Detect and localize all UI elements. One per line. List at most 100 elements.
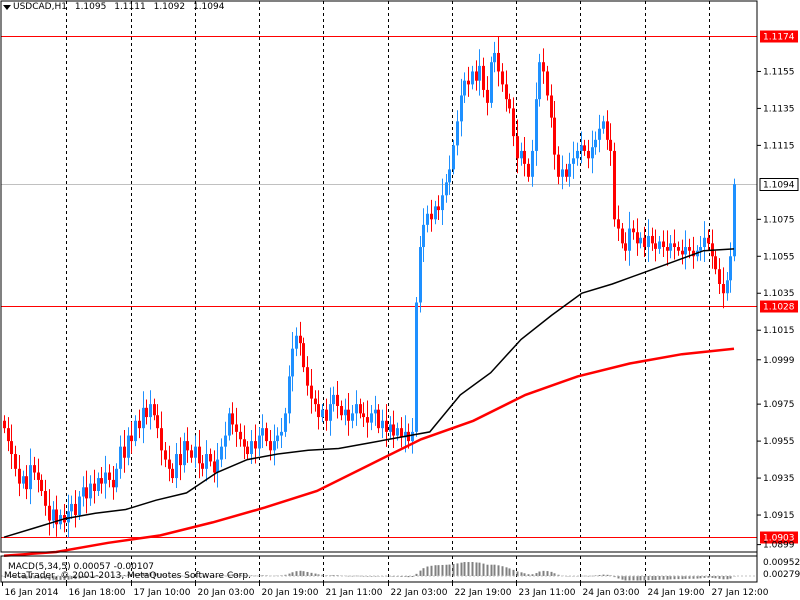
candle-bear: [10, 441, 13, 455]
macd-bar: [448, 564, 451, 576]
level-label-bg: [760, 531, 798, 544]
macd-bar: [314, 573, 317, 576]
macd-bar: [535, 573, 538, 576]
macd-bar: [531, 574, 534, 576]
candle-bull: [351, 413, 354, 421]
candle-bull: [115, 468, 118, 488]
macd-bar: [48, 576, 51, 580]
candle-bear: [85, 487, 88, 499]
candle-bull: [321, 409, 324, 418]
macd-bar: [190, 575, 193, 577]
candle-bull: [411, 431, 414, 442]
macd-bar: [523, 573, 526, 576]
candle-bear: [243, 439, 246, 447]
macd-bar: [7, 576, 10, 577]
macd-bar: [302, 571, 305, 576]
candle-bull: [703, 237, 706, 248]
candle-bull: [149, 404, 152, 418]
candle-bear: [617, 219, 620, 229]
level-label: 1.1028: [763, 303, 795, 313]
candle-bear: [722, 284, 725, 294]
candle-bull: [104, 472, 107, 484]
candle-bear: [430, 213, 433, 220]
price-tick-label: 1.0899: [763, 541, 795, 551]
macd-bar: [22, 576, 25, 579]
candle-bear: [677, 247, 680, 251]
copyright-text: MetaTrader, © 2001-2013, MetaQuotes Soft…: [4, 571, 251, 581]
candle-bull: [389, 424, 392, 432]
macd-bar: [183, 575, 186, 577]
candle-bull: [295, 335, 298, 349]
candle-bull: [127, 435, 130, 458]
candle-bear: [624, 243, 627, 251]
candle-bull: [531, 150, 534, 177]
candle-bear: [557, 154, 560, 177]
macd-bar: [643, 576, 646, 581]
candle-bear: [235, 424, 238, 432]
candle-bull: [471, 71, 474, 85]
macd-bar: [186, 575, 189, 577]
candle-bear: [553, 117, 556, 155]
macd-bar: [246, 575, 249, 577]
candle-bear: [692, 250, 695, 257]
candle-bull: [288, 376, 291, 414]
horizontal-lines[interactable]: 1.1174 1.1028 1.0903 1.1094: [1, 30, 799, 544]
candle-bear: [501, 71, 504, 85]
macd-bar: [419, 570, 422, 576]
candle-bull: [70, 503, 73, 512]
candle-bull: [452, 145, 455, 170]
candle-bear: [651, 235, 654, 244]
candle-bear: [714, 256, 717, 270]
candle-bull: [456, 121, 459, 146]
candle-bear: [505, 84, 508, 100]
candle-bear: [37, 472, 40, 480]
candle-bull: [422, 224, 425, 248]
candle-bull: [134, 420, 137, 442]
macd-bar: [231, 574, 234, 576]
macd-bar: [239, 574, 242, 576]
candle-bear: [7, 428, 10, 442]
macd-bar: [707, 576, 710, 578]
candle-bull: [441, 195, 444, 211]
candle-bear: [190, 450, 193, 458]
candle-bull: [658, 241, 661, 249]
close-price: 1.1094: [192, 2, 225, 12]
ma-slow-line: [3, 347, 735, 557]
macd-bar: [78, 576, 81, 579]
candle-bear: [130, 435, 133, 442]
candle-bear: [486, 89, 489, 103]
candle-bear: [362, 413, 365, 418]
macd-title: MACD(5,34,5) 0.00057 -0.00107: [8, 562, 155, 572]
candle-bear: [609, 139, 612, 151]
macd-bar: [175, 576, 178, 577]
candle-bull: [520, 150, 523, 159]
macd-bar: [85, 576, 88, 578]
candle-bull: [52, 509, 55, 521]
macd-bar: [654, 576, 657, 581]
candle-bull: [280, 431, 283, 436]
candle-bull: [463, 80, 466, 96]
macd-bar: [138, 573, 141, 576]
candle-bear: [475, 71, 478, 81]
candle-bear: [265, 428, 268, 442]
macd-bar: [718, 576, 721, 579]
macd-bar: [452, 564, 455, 576]
candle-bear: [718, 269, 721, 284]
macd-bar: [490, 564, 493, 576]
candle-bear: [14, 454, 17, 469]
candle-bear: [688, 247, 691, 251]
candle-bear: [366, 417, 369, 423]
macd-bar: [25, 576, 28, 579]
symbol-menu-arrow-icon[interactable]: [3, 5, 11, 10]
candle-bear: [314, 398, 317, 405]
macd-bar: [677, 576, 680, 580]
candle-bear: [145, 407, 148, 418]
macd-bar: [617, 576, 620, 579]
candle-bear: [632, 228, 635, 233]
candle-bear: [231, 413, 234, 425]
candle-bull: [445, 182, 448, 196]
macd-bar: [430, 565, 433, 576]
candle-bear: [164, 450, 167, 460]
macd-bar: [426, 566, 429, 576]
